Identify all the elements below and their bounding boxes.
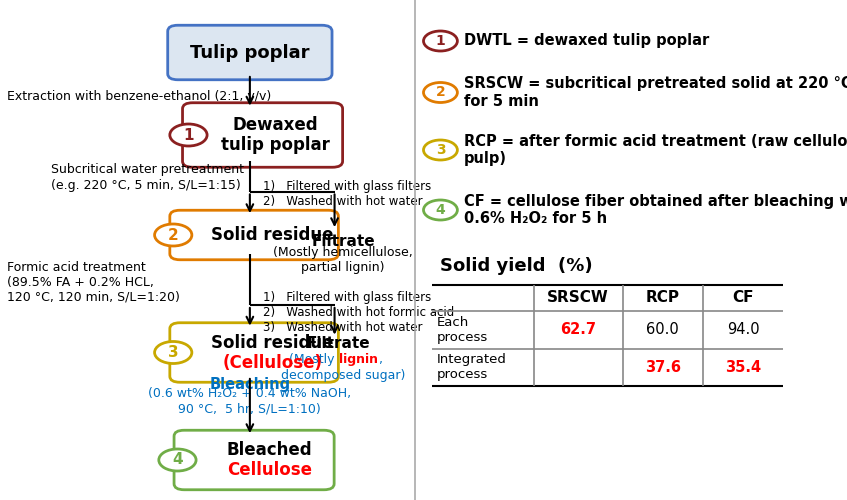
FancyBboxPatch shape <box>169 210 339 260</box>
Text: 1)   Filtered with glass filters
2)   Washed with hot water: 1) Filtered with glass filters 2) Washed… <box>263 180 431 208</box>
Text: 3: 3 <box>168 345 179 360</box>
Circle shape <box>424 140 457 160</box>
Circle shape <box>424 200 457 220</box>
Text: 2: 2 <box>168 228 179 242</box>
Text: Tulip poplar: Tulip poplar <box>190 44 310 62</box>
Text: 2: 2 <box>435 86 446 100</box>
Text: RCP = after formic acid treatment (raw cellulose
pulp): RCP = after formic acid treatment (raw c… <box>464 134 847 166</box>
Text: 4: 4 <box>172 452 183 468</box>
Text: Solid yield  (%): Solid yield (%) <box>440 257 593 275</box>
Text: 37.6: 37.6 <box>645 360 681 375</box>
Text: (Cellulose): (Cellulose) <box>223 354 323 372</box>
Circle shape <box>424 31 457 51</box>
Text: Subcritical water pretreatment
(e.g. 220 °C, 5 min, S/L=1:15): Subcritical water pretreatment (e.g. 220… <box>51 164 244 192</box>
Text: Filtrate: Filtrate <box>311 234 375 248</box>
Text: Extraction with benzene-ethanol (2:1, v/v): Extraction with benzene-ethanol (2:1, v/… <box>7 90 271 102</box>
Text: lignin: lignin <box>339 354 378 366</box>
Text: Bleaching: Bleaching <box>209 377 291 392</box>
Text: (Mostly: (Mostly <box>290 354 339 366</box>
Circle shape <box>154 224 191 246</box>
Text: Filtrate: Filtrate <box>307 336 371 351</box>
Text: DWTL = dewaxed tulip poplar: DWTL = dewaxed tulip poplar <box>464 34 710 48</box>
Text: 3: 3 <box>435 143 446 157</box>
Circle shape <box>169 124 207 146</box>
Text: 94.0: 94.0 <box>727 322 760 337</box>
FancyBboxPatch shape <box>169 323 339 382</box>
Text: 4: 4 <box>435 203 446 217</box>
Text: 1: 1 <box>183 128 194 142</box>
Text: (Mostly hemicellulose,
partial lignin): (Mostly hemicellulose, partial lignin) <box>274 246 412 274</box>
Text: decomposed sugar): decomposed sugar) <box>281 368 405 382</box>
Text: RCP: RCP <box>645 290 680 306</box>
FancyBboxPatch shape <box>168 25 332 80</box>
Text: Dewaxed
tulip poplar: Dewaxed tulip poplar <box>221 116 329 154</box>
Text: Solid residue: Solid residue <box>212 226 334 244</box>
Text: SRSCW = subcritical pretreated solid at 220 °C
for 5 min: SRSCW = subcritical pretreated solid at … <box>464 76 847 108</box>
Text: CF: CF <box>733 290 754 306</box>
Text: Formic acid treatment
(89.5% FA + 0.2% HCL,
120 °C, 120 min, S/L=1:20): Formic acid treatment (89.5% FA + 0.2% H… <box>7 261 180 304</box>
Text: 1)   Filtered with glass filters
2)   Washed with hot formic acid
3)   Washed wi: 1) Filtered with glass filters 2) Washed… <box>263 291 454 334</box>
Text: (0.6 wt% H₂O₂ + 0.4 wt% NaOH,
90 °C,  5 hr, S/L=1:10): (0.6 wt% H₂O₂ + 0.4 wt% NaOH, 90 °C, 5 h… <box>148 387 352 415</box>
Text: CF = cellulose fiber obtained after bleaching with
0.6% H₂O₂ for 5 h: CF = cellulose fiber obtained after blea… <box>464 194 847 226</box>
Text: 62.7: 62.7 <box>560 322 596 337</box>
Circle shape <box>154 342 191 363</box>
Text: Cellulose: Cellulose <box>227 461 312 479</box>
FancyBboxPatch shape <box>183 103 342 167</box>
Text: Bleached: Bleached <box>226 441 313 459</box>
Text: Solid residue: Solid residue <box>212 334 334 351</box>
Text: 60.0: 60.0 <box>646 322 679 337</box>
Text: Each
process: Each process <box>437 316 489 344</box>
Text: 35.4: 35.4 <box>725 360 761 375</box>
Text: Integrated
process: Integrated process <box>437 354 507 382</box>
Circle shape <box>424 82 457 102</box>
Circle shape <box>159 449 196 471</box>
FancyBboxPatch shape <box>174 430 334 490</box>
Text: ,: , <box>379 354 384 366</box>
Text: SRSCW: SRSCW <box>547 290 609 306</box>
Text: 1: 1 <box>435 34 446 48</box>
